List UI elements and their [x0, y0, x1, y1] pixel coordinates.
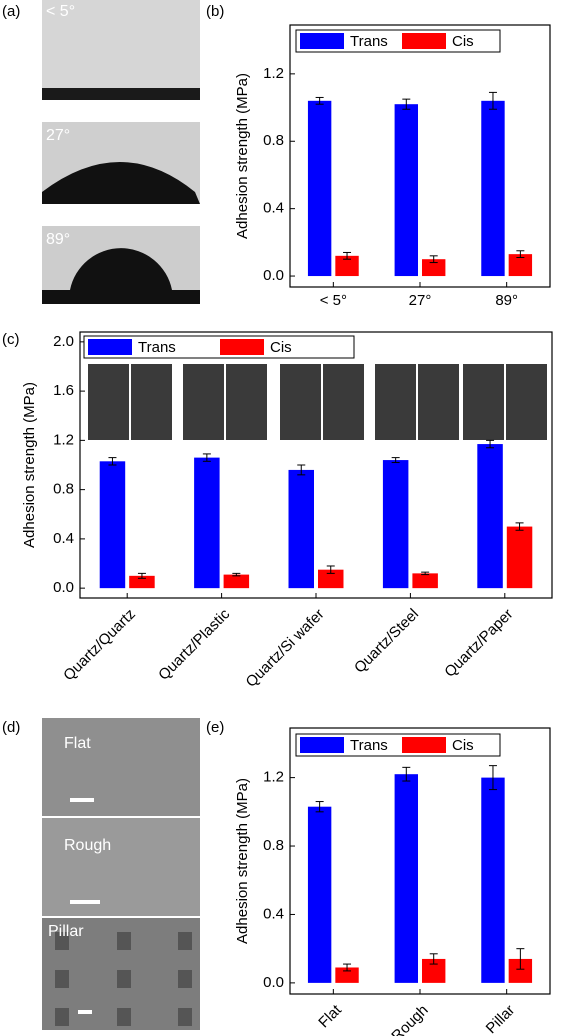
- legend-swatch: [88, 339, 132, 355]
- y-tick-label: 1.2: [263, 65, 284, 82]
- y-tick-label: 1.6: [53, 382, 74, 399]
- y-tick-label: 1.2: [263, 769, 284, 786]
- y-axis-label: Adhesion strength (MPa): [234, 778, 251, 944]
- x-tick-label: Quartz/Plastic: [155, 605, 233, 683]
- legend-swatch: [402, 33, 446, 49]
- legend-swatch: [220, 339, 264, 355]
- y-tick-label: 0.4: [263, 200, 284, 217]
- legend-label: Cis: [270, 339, 292, 356]
- x-tick-label: Quartz/Si wafer: [243, 606, 328, 691]
- legend-swatch: [300, 33, 344, 49]
- scale-bar: [70, 798, 94, 802]
- image-caption: Rough: [64, 837, 111, 854]
- image-caption: 27°: [46, 127, 70, 144]
- legend-label: Trans: [138, 339, 176, 356]
- panel-label: (d): [2, 719, 20, 736]
- legend-swatch: [402, 737, 446, 753]
- x-tick-label: Quartz/Steel: [351, 606, 422, 677]
- y-tick-label: 0.8: [263, 837, 284, 854]
- bar: [395, 104, 418, 276]
- x-tick-label: Pillar: [483, 1002, 519, 1036]
- bar: [507, 527, 532, 589]
- figure: (a) < 5° 27° 89° (d) Flat Rough Pillar (…: [0, 0, 564, 1036]
- x-tick-label: 27°: [409, 292, 432, 309]
- legend-label: Trans: [350, 737, 388, 754]
- error-bar: [232, 573, 240, 575]
- bar: [412, 573, 437, 588]
- legend-label: Cis: [452, 737, 474, 754]
- x-tick-label: Quartz/Paper: [441, 606, 516, 681]
- image-part: [42, 88, 200, 100]
- inset-photos: [88, 364, 547, 440]
- y-tick-label: 0.0: [263, 267, 284, 284]
- y-tick-label: 0.4: [53, 530, 74, 547]
- bar: [308, 101, 331, 276]
- legend-label: Trans: [350, 33, 388, 50]
- image: [42, 818, 200, 916]
- y-tick-label: 0.0: [263, 974, 284, 991]
- bar: [481, 778, 504, 983]
- image-caption: < 5°: [46, 3, 75, 20]
- legend: Trans Cis: [84, 336, 354, 358]
- legend: Trans Cis: [296, 30, 500, 52]
- panel-label: (c): [2, 331, 20, 348]
- panel-label: (b): [206, 3, 224, 20]
- bar: [481, 101, 504, 276]
- bar: [308, 807, 331, 983]
- bar: [194, 458, 219, 589]
- image-caption: 89°: [46, 231, 70, 248]
- contact-angle-images: (a) < 5° 27° 89°: [2, 0, 200, 304]
- bar: [224, 575, 249, 589]
- bar: [395, 774, 418, 983]
- y-tick-label: 1.2: [53, 431, 74, 448]
- bar: [289, 470, 314, 588]
- x-tick-label: Quartz/Quartz: [60, 606, 139, 685]
- sem-images: (d) Flat Rough Pillar: [2, 718, 200, 1030]
- y-tick-label: 0.0: [53, 579, 74, 596]
- bar: [383, 460, 408, 588]
- scale-bar: [70, 900, 100, 904]
- y-tick-label: 2.0: [53, 333, 74, 350]
- y-tick-label: 0.4: [263, 905, 284, 922]
- image: [42, 718, 200, 816]
- x-tick-label: 89°: [495, 292, 518, 309]
- legend-label: Cis: [452, 33, 474, 50]
- image-caption: Flat: [64, 735, 91, 752]
- y-axis-label: Adhesion strength (MPa): [234, 73, 251, 239]
- x-tick-label: Rough: [388, 1002, 431, 1036]
- bar: [100, 461, 125, 588]
- image-caption: Pillar: [48, 923, 84, 940]
- legend-swatch: [300, 737, 344, 753]
- scale-bar: [78, 1010, 92, 1014]
- panel-label: (e): [206, 719, 224, 736]
- y-axis-label: Adhesion strength (MPa): [21, 382, 38, 548]
- x-tick-label: < 5°: [320, 292, 347, 309]
- y-tick-label: 0.8: [53, 481, 74, 498]
- legend: Trans Cis: [296, 734, 500, 756]
- bar: [477, 444, 502, 588]
- y-tick-label: 0.8: [263, 132, 284, 149]
- panel-label: (a): [2, 3, 20, 20]
- x-tick-label: Flat: [315, 1001, 345, 1031]
